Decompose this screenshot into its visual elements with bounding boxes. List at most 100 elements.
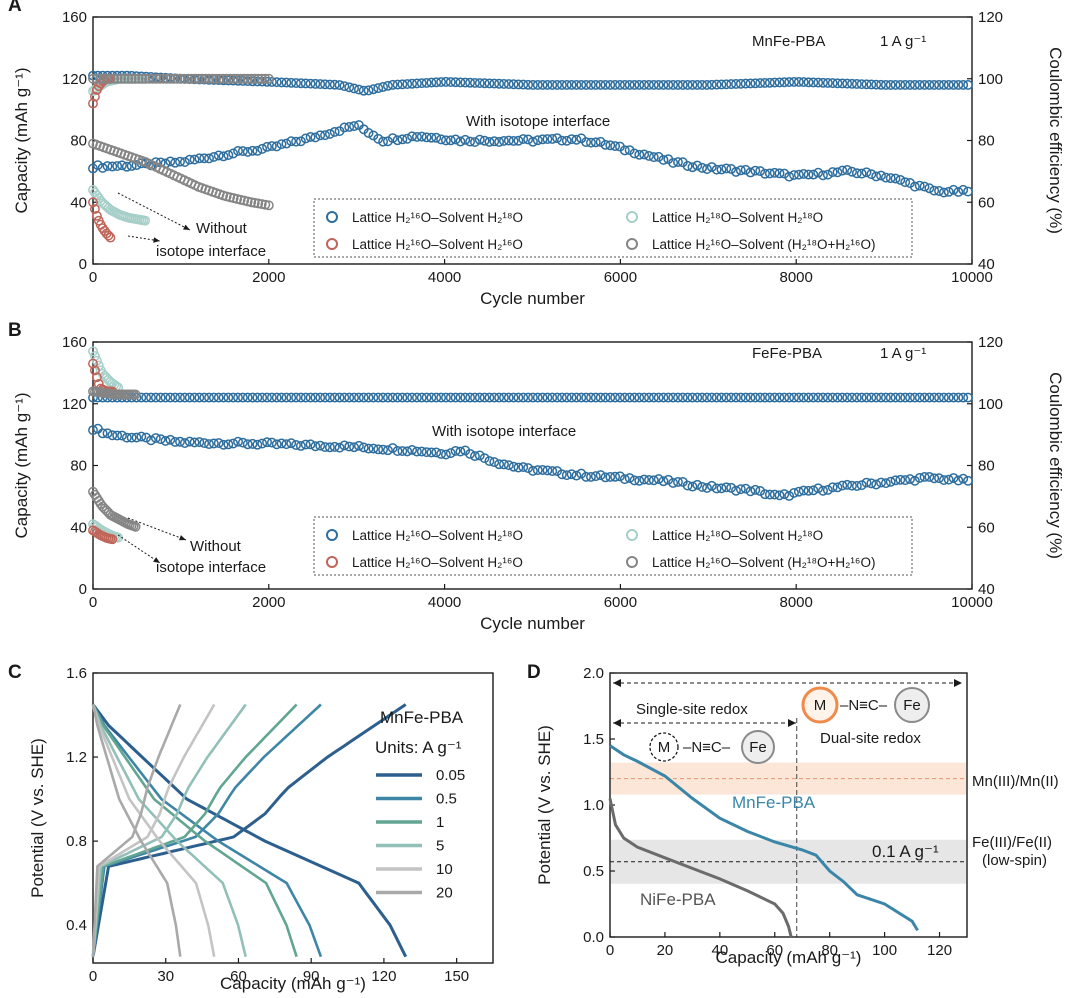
data-point bbox=[624, 473, 635, 483]
data-point bbox=[239, 73, 250, 84]
data-point bbox=[827, 78, 838, 89]
data-point bbox=[378, 444, 389, 455]
data-point bbox=[914, 79, 925, 90]
data-point bbox=[175, 436, 185, 447]
data-point bbox=[97, 162, 108, 173]
data-point bbox=[527, 79, 538, 90]
data-point bbox=[803, 485, 814, 496]
data-point bbox=[813, 392, 824, 403]
y2-tick-label: 60 bbox=[978, 194, 995, 211]
data-point bbox=[532, 79, 543, 90]
data-point bbox=[286, 438, 297, 449]
data-point bbox=[803, 169, 814, 180]
data-point bbox=[489, 457, 500, 468]
data-point bbox=[523, 134, 534, 145]
x-tick-label: 8000 bbox=[780, 594, 813, 611]
data-point bbox=[692, 160, 703, 171]
data-point bbox=[218, 73, 229, 84]
data-point bbox=[484, 78, 495, 89]
data-point bbox=[121, 161, 132, 172]
data-point bbox=[644, 475, 654, 485]
iron-site-icon bbox=[894, 687, 930, 723]
data-point bbox=[610, 141, 621, 152]
data-point bbox=[615, 79, 625, 90]
data-point bbox=[140, 215, 151, 226]
data-point bbox=[154, 73, 165, 84]
data-point bbox=[397, 79, 408, 90]
data-point bbox=[813, 77, 824, 88]
data-point bbox=[140, 73, 151, 84]
data-point bbox=[247, 145, 258, 156]
data-point bbox=[692, 479, 703, 490]
data-point bbox=[103, 230, 114, 241]
data-point bbox=[102, 73, 113, 84]
data-point bbox=[445, 135, 456, 146]
data-point bbox=[861, 167, 872, 178]
data-point bbox=[199, 153, 210, 164]
data-point bbox=[126, 432, 137, 443]
data-point bbox=[576, 79, 587, 90]
data-point bbox=[581, 471, 592, 482]
data-point bbox=[228, 438, 239, 449]
y-tick-label: 1.0 bbox=[583, 797, 604, 814]
data-point bbox=[547, 79, 558, 90]
data-point bbox=[740, 483, 751, 494]
data-point bbox=[914, 472, 925, 483]
data-point bbox=[789, 392, 799, 403]
x-tick-label: 60 bbox=[766, 942, 783, 959]
data-point bbox=[668, 392, 679, 403]
data-point bbox=[91, 372, 102, 383]
data-point bbox=[155, 434, 166, 445]
data-point bbox=[581, 392, 592, 403]
with-isotope-label: With isotope interface bbox=[466, 113, 610, 130]
data-point bbox=[305, 78, 316, 89]
data-point bbox=[349, 392, 360, 403]
data-point bbox=[648, 79, 659, 90]
data-point bbox=[842, 479, 853, 490]
data-point bbox=[246, 73, 257, 84]
y2-tick-label: 120 bbox=[978, 334, 1003, 351]
data-point bbox=[561, 135, 572, 146]
data-point bbox=[291, 136, 301, 147]
data-point bbox=[235, 73, 246, 84]
x-tick-label: 2000 bbox=[252, 269, 285, 286]
data-point bbox=[266, 437, 277, 448]
data-point bbox=[682, 79, 693, 90]
data-point bbox=[160, 435, 171, 446]
data-point bbox=[397, 134, 408, 145]
data-point bbox=[726, 482, 737, 493]
data-point bbox=[590, 137, 601, 148]
data-point bbox=[194, 153, 205, 164]
data-point bbox=[586, 471, 596, 482]
data-point bbox=[658, 476, 669, 487]
data-point bbox=[98, 73, 109, 84]
data-point bbox=[871, 479, 882, 490]
legend-marker bbox=[626, 211, 638, 223]
data-point bbox=[281, 439, 292, 450]
data-point bbox=[286, 136, 297, 147]
legend-label: 10 bbox=[436, 861, 453, 878]
data-point bbox=[184, 392, 195, 403]
data-point bbox=[774, 77, 785, 88]
iron-label: Fe bbox=[749, 739, 767, 756]
data-point bbox=[199, 392, 210, 403]
data-point bbox=[271, 439, 282, 450]
discharge-curve bbox=[91, 703, 323, 958]
data-point bbox=[179, 157, 190, 167]
data-point bbox=[542, 134, 553, 144]
data-point bbox=[228, 392, 239, 403]
data-point bbox=[938, 392, 949, 403]
data-point bbox=[866, 169, 877, 180]
data-point bbox=[876, 392, 886, 403]
linker-label: –N≡C– bbox=[840, 697, 888, 714]
data-point bbox=[687, 481, 698, 492]
data-point bbox=[890, 392, 901, 403]
data-point bbox=[349, 83, 360, 94]
data-point bbox=[658, 392, 669, 403]
data-point bbox=[421, 392, 432, 403]
data-point bbox=[315, 440, 326, 451]
rate-label: 0.1 A g⁻¹ bbox=[872, 842, 939, 861]
discharge-curve bbox=[609, 744, 919, 932]
discharge-curve bbox=[91, 704, 247, 958]
data-point bbox=[92, 160, 103, 171]
